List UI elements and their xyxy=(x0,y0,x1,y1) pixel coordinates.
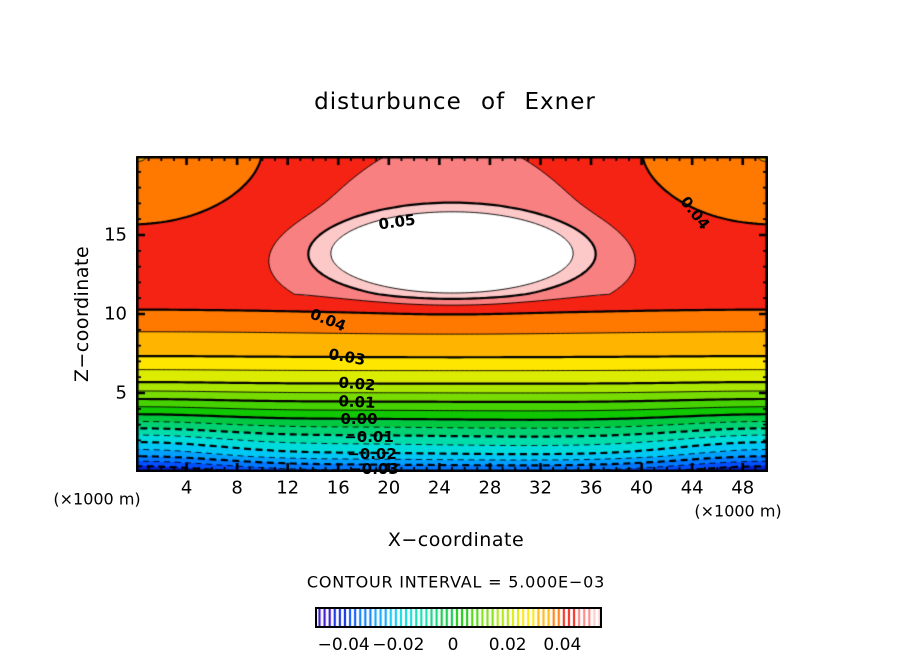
y-axis-unit-label: (×1000 m) xyxy=(53,489,141,509)
contour-label: 0.01 xyxy=(338,392,376,412)
contour-label: −0.01 xyxy=(344,428,394,446)
y-axis-title: Z−coordinate xyxy=(71,245,93,383)
contour-label: −0.03 xyxy=(349,460,399,478)
plot-title: disturbunce of Exner xyxy=(314,89,596,115)
y-tick-label: 5 xyxy=(115,382,127,404)
contour-label: −0.02 xyxy=(347,445,397,463)
x-tick-label: 12 xyxy=(276,477,300,499)
x-tick-label: 4 xyxy=(180,477,193,499)
colorbar-tick-label: −0.02 xyxy=(372,635,425,654)
colorbar-tick-label: 0.02 xyxy=(488,635,527,654)
x-axis-unit-label: (×1000 m) xyxy=(694,501,782,521)
colorbar-tick-label: 0.04 xyxy=(543,635,582,654)
colorbar-stripes-canvas xyxy=(317,609,600,626)
colorbar xyxy=(315,607,602,628)
x-tick-label: 8 xyxy=(231,477,243,499)
colorbar-tick-label: −0.04 xyxy=(317,635,370,654)
x-tick-label: 40 xyxy=(630,477,654,499)
x-tick-label: 16 xyxy=(326,477,350,499)
y-tick-label: 15 xyxy=(104,224,127,246)
contour-label: 0.00 xyxy=(340,410,378,428)
x-tick-label: 20 xyxy=(377,477,401,499)
y-tick-label: 10 xyxy=(104,303,127,325)
x-tick-label: 24 xyxy=(427,477,451,499)
contour-interval-text: CONTOUR INTERVAL = 5.000E−03 xyxy=(306,572,606,592)
x-tick-label: 48 xyxy=(731,477,755,499)
x-tick-label: 36 xyxy=(579,477,603,499)
x-tick-label: 28 xyxy=(478,477,502,499)
x-tick-label: 32 xyxy=(529,477,552,499)
x-axis-title: X−coordinate xyxy=(387,529,525,551)
colorbar-tick-label: 0 xyxy=(447,635,459,654)
contour-plot-canvas xyxy=(136,156,768,472)
x-tick-label: 44 xyxy=(680,477,704,499)
